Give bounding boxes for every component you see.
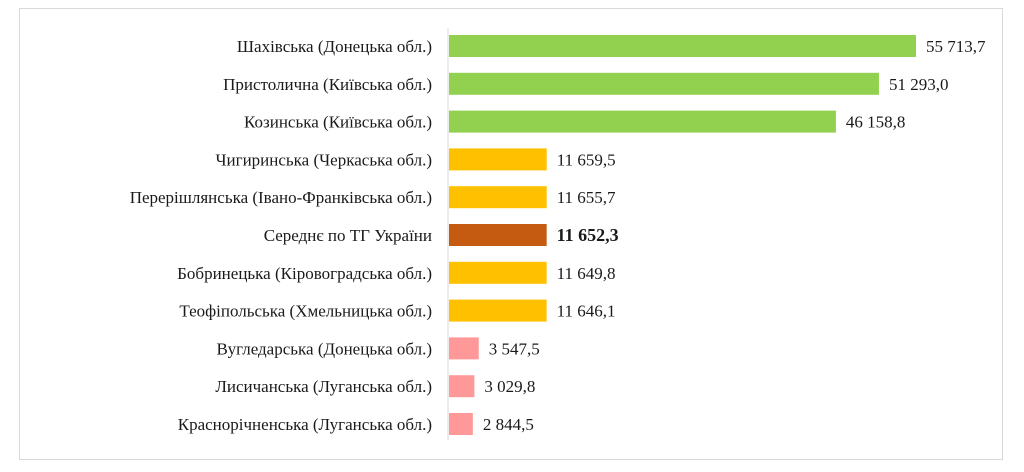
bar xyxy=(449,186,547,209)
data-label: 11 646,1 xyxy=(557,302,616,321)
data-label: 3 547,5 xyxy=(489,339,540,358)
category-label: Перерішлянська (Івано-Франківська обл.) xyxy=(130,188,432,207)
category-label: Пристолична (Київська обл.) xyxy=(223,75,432,94)
category-label: Вугледарська (Донецька обл.) xyxy=(217,339,433,358)
data-label: 11 659,5 xyxy=(557,150,616,169)
bar xyxy=(449,224,547,246)
category-label: Лисичанська (Луганська обл.) xyxy=(215,377,432,396)
data-label: 55 713,7 xyxy=(926,37,986,56)
data-label: 11 652,3 xyxy=(557,225,619,245)
data-label: 3 029,8 xyxy=(484,377,535,396)
bar xyxy=(449,375,475,398)
bar xyxy=(449,299,547,322)
bar xyxy=(449,35,916,57)
category-label: Краснорічненська (Луганська обл.) xyxy=(178,415,432,434)
bar xyxy=(449,413,473,435)
category-label: Бобринецька (Кіровоградська обл.) xyxy=(177,264,432,283)
data-label: 11 649,8 xyxy=(557,264,616,283)
data-label: 2 844,5 xyxy=(483,415,534,434)
data-label: 51 293,0 xyxy=(889,75,949,94)
category-label: Середнє по ТГ України xyxy=(264,226,432,245)
data-label: 46 158,8 xyxy=(846,113,906,132)
category-label: Шахівська (Донецька обл.) xyxy=(237,37,432,56)
category-label: Чигиринська (Черкаська обл.) xyxy=(215,150,432,169)
bar xyxy=(449,337,479,360)
data-label: 11 655,7 xyxy=(557,188,616,207)
bar xyxy=(449,148,547,171)
bar xyxy=(449,110,836,133)
bar xyxy=(449,72,879,95)
category-label: Козинська (Київська обл.) xyxy=(244,113,432,132)
bar xyxy=(449,261,547,284)
category-label: Теофіпольська (Хмельницька обл.) xyxy=(179,302,432,321)
